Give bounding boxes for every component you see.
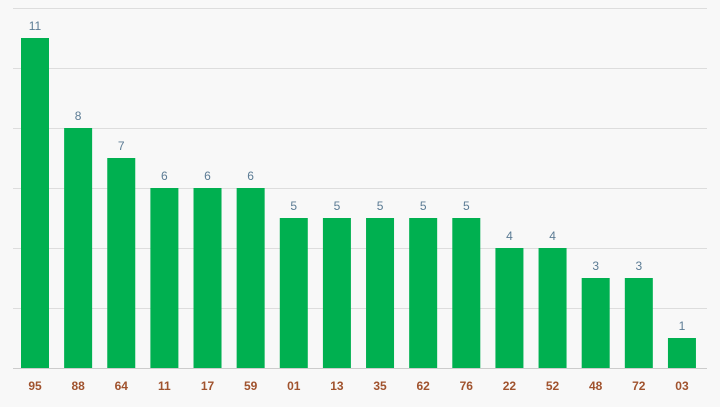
category-label-03: 03 bbox=[675, 379, 689, 393]
value-label-22: 4 bbox=[506, 229, 513, 243]
bar-layer bbox=[21, 38, 696, 368]
bar-13 bbox=[322, 218, 351, 368]
category-label-95: 95 bbox=[28, 379, 42, 393]
category-label-11: 11 bbox=[158, 379, 171, 393]
category-label-62: 62 bbox=[416, 379, 430, 393]
value-label-35: 5 bbox=[377, 199, 384, 213]
category-label-layer: 95 88 64 11 17 59 01 13 35 62 76 22 52 48 72 03 bbox=[28, 379, 689, 393]
bar-88 bbox=[64, 128, 93, 368]
value-label-48: 3 bbox=[592, 259, 599, 273]
category-label-22: 22 bbox=[503, 379, 517, 393]
value-label-88: 8 bbox=[75, 109, 82, 123]
bar-72 bbox=[624, 278, 653, 368]
category-label-48: 48 bbox=[589, 379, 603, 393]
bar-03 bbox=[667, 338, 696, 368]
bar-01 bbox=[279, 218, 308, 368]
bar-59 bbox=[236, 188, 265, 368]
bar-76 bbox=[452, 218, 481, 368]
bar-22 bbox=[495, 248, 524, 368]
value-label-17: 6 bbox=[204, 169, 211, 183]
value-label-64: 7 bbox=[118, 139, 125, 153]
value-label-62: 5 bbox=[420, 199, 427, 213]
category-label-35: 35 bbox=[373, 379, 387, 393]
category-label-76: 76 bbox=[460, 379, 474, 393]
value-label-01: 5 bbox=[290, 199, 297, 213]
value-label-59: 6 bbox=[247, 169, 254, 183]
bar-11 bbox=[150, 188, 179, 368]
bar-35 bbox=[366, 218, 395, 368]
bar-62 bbox=[409, 218, 438, 368]
value-label-76: 5 bbox=[463, 199, 470, 213]
value-label-13: 5 bbox=[334, 199, 341, 213]
category-label-59: 59 bbox=[244, 379, 258, 393]
value-label-95: 11 bbox=[29, 19, 42, 33]
bar-48 bbox=[581, 278, 610, 368]
bar-64 bbox=[107, 158, 136, 368]
value-label-layer: 11 8 7 6 6 6 5 5 5 5 5 4 4 3 3 1 bbox=[29, 19, 686, 333]
value-label-52: 4 bbox=[549, 229, 556, 243]
category-label-72: 72 bbox=[632, 379, 646, 393]
value-label-72: 3 bbox=[635, 259, 642, 273]
value-label-11: 6 bbox=[161, 169, 168, 183]
category-label-01: 01 bbox=[287, 379, 301, 393]
category-label-17: 17 bbox=[201, 379, 215, 393]
category-label-88: 88 bbox=[71, 379, 85, 393]
category-label-13: 13 bbox=[330, 379, 344, 393]
category-label-64: 64 bbox=[115, 379, 129, 393]
bar-17 bbox=[193, 188, 222, 368]
bar-52 bbox=[538, 248, 567, 368]
value-label-03: 1 bbox=[679, 319, 686, 333]
bar-95 bbox=[21, 38, 49, 368]
category-label-52: 52 bbox=[546, 379, 560, 393]
